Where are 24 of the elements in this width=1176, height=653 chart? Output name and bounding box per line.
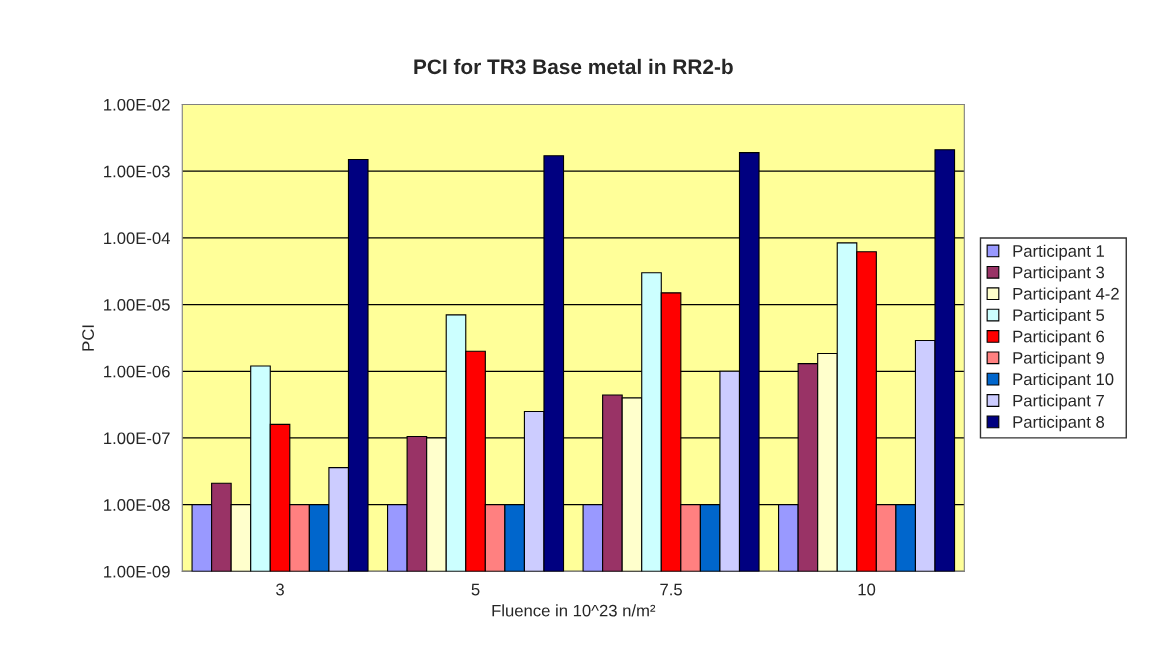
y-tick-label: 1.00E-09 — [104, 565, 170, 578]
legend-label: Participant 4-2 — [1013, 287, 1119, 303]
y-tick-label: 1.00E-08 — [104, 499, 170, 511]
legend-label: Participant 6 — [1013, 330, 1105, 346]
legend-label: Participant 3 — [1013, 266, 1105, 282]
legend-label: Participant 9 — [1013, 351, 1104, 368]
x-tick-label: 3 — [276, 583, 284, 596]
legend-label: Participant 1 — [1013, 244, 1104, 261]
x-tick-label: 10 — [858, 583, 876, 596]
x-tick-label: 7.5 — [660, 583, 682, 596]
legend-label: Participant 5 — [1013, 308, 1105, 325]
y-tick-label: 1.00E-02 — [104, 98, 170, 111]
y-axis-title: PCI — [82, 325, 94, 351]
chart-title: PCI for TR3 Base metal in RR2-b — [414, 58, 733, 75]
x-tick-label: 5 — [471, 583, 480, 596]
y-tick-label: 1.00E-07 — [104, 432, 170, 445]
legend-label: Participant 8 — [1013, 415, 1105, 432]
legend-label: Participant 10 — [1013, 372, 1114, 389]
y-tick-label: 1.00E-06 — [104, 365, 170, 378]
y-tick-label: 1.00E-03 — [104, 165, 170, 178]
x-axis-title: Fluence in 10^23 n/m² — [492, 604, 656, 617]
y-tick-label: 1.00E-04 — [104, 232, 170, 245]
legend-label: Participant 7 — [1013, 394, 1104, 410]
y-tick-label: 1.00E-05 — [104, 298, 170, 311]
